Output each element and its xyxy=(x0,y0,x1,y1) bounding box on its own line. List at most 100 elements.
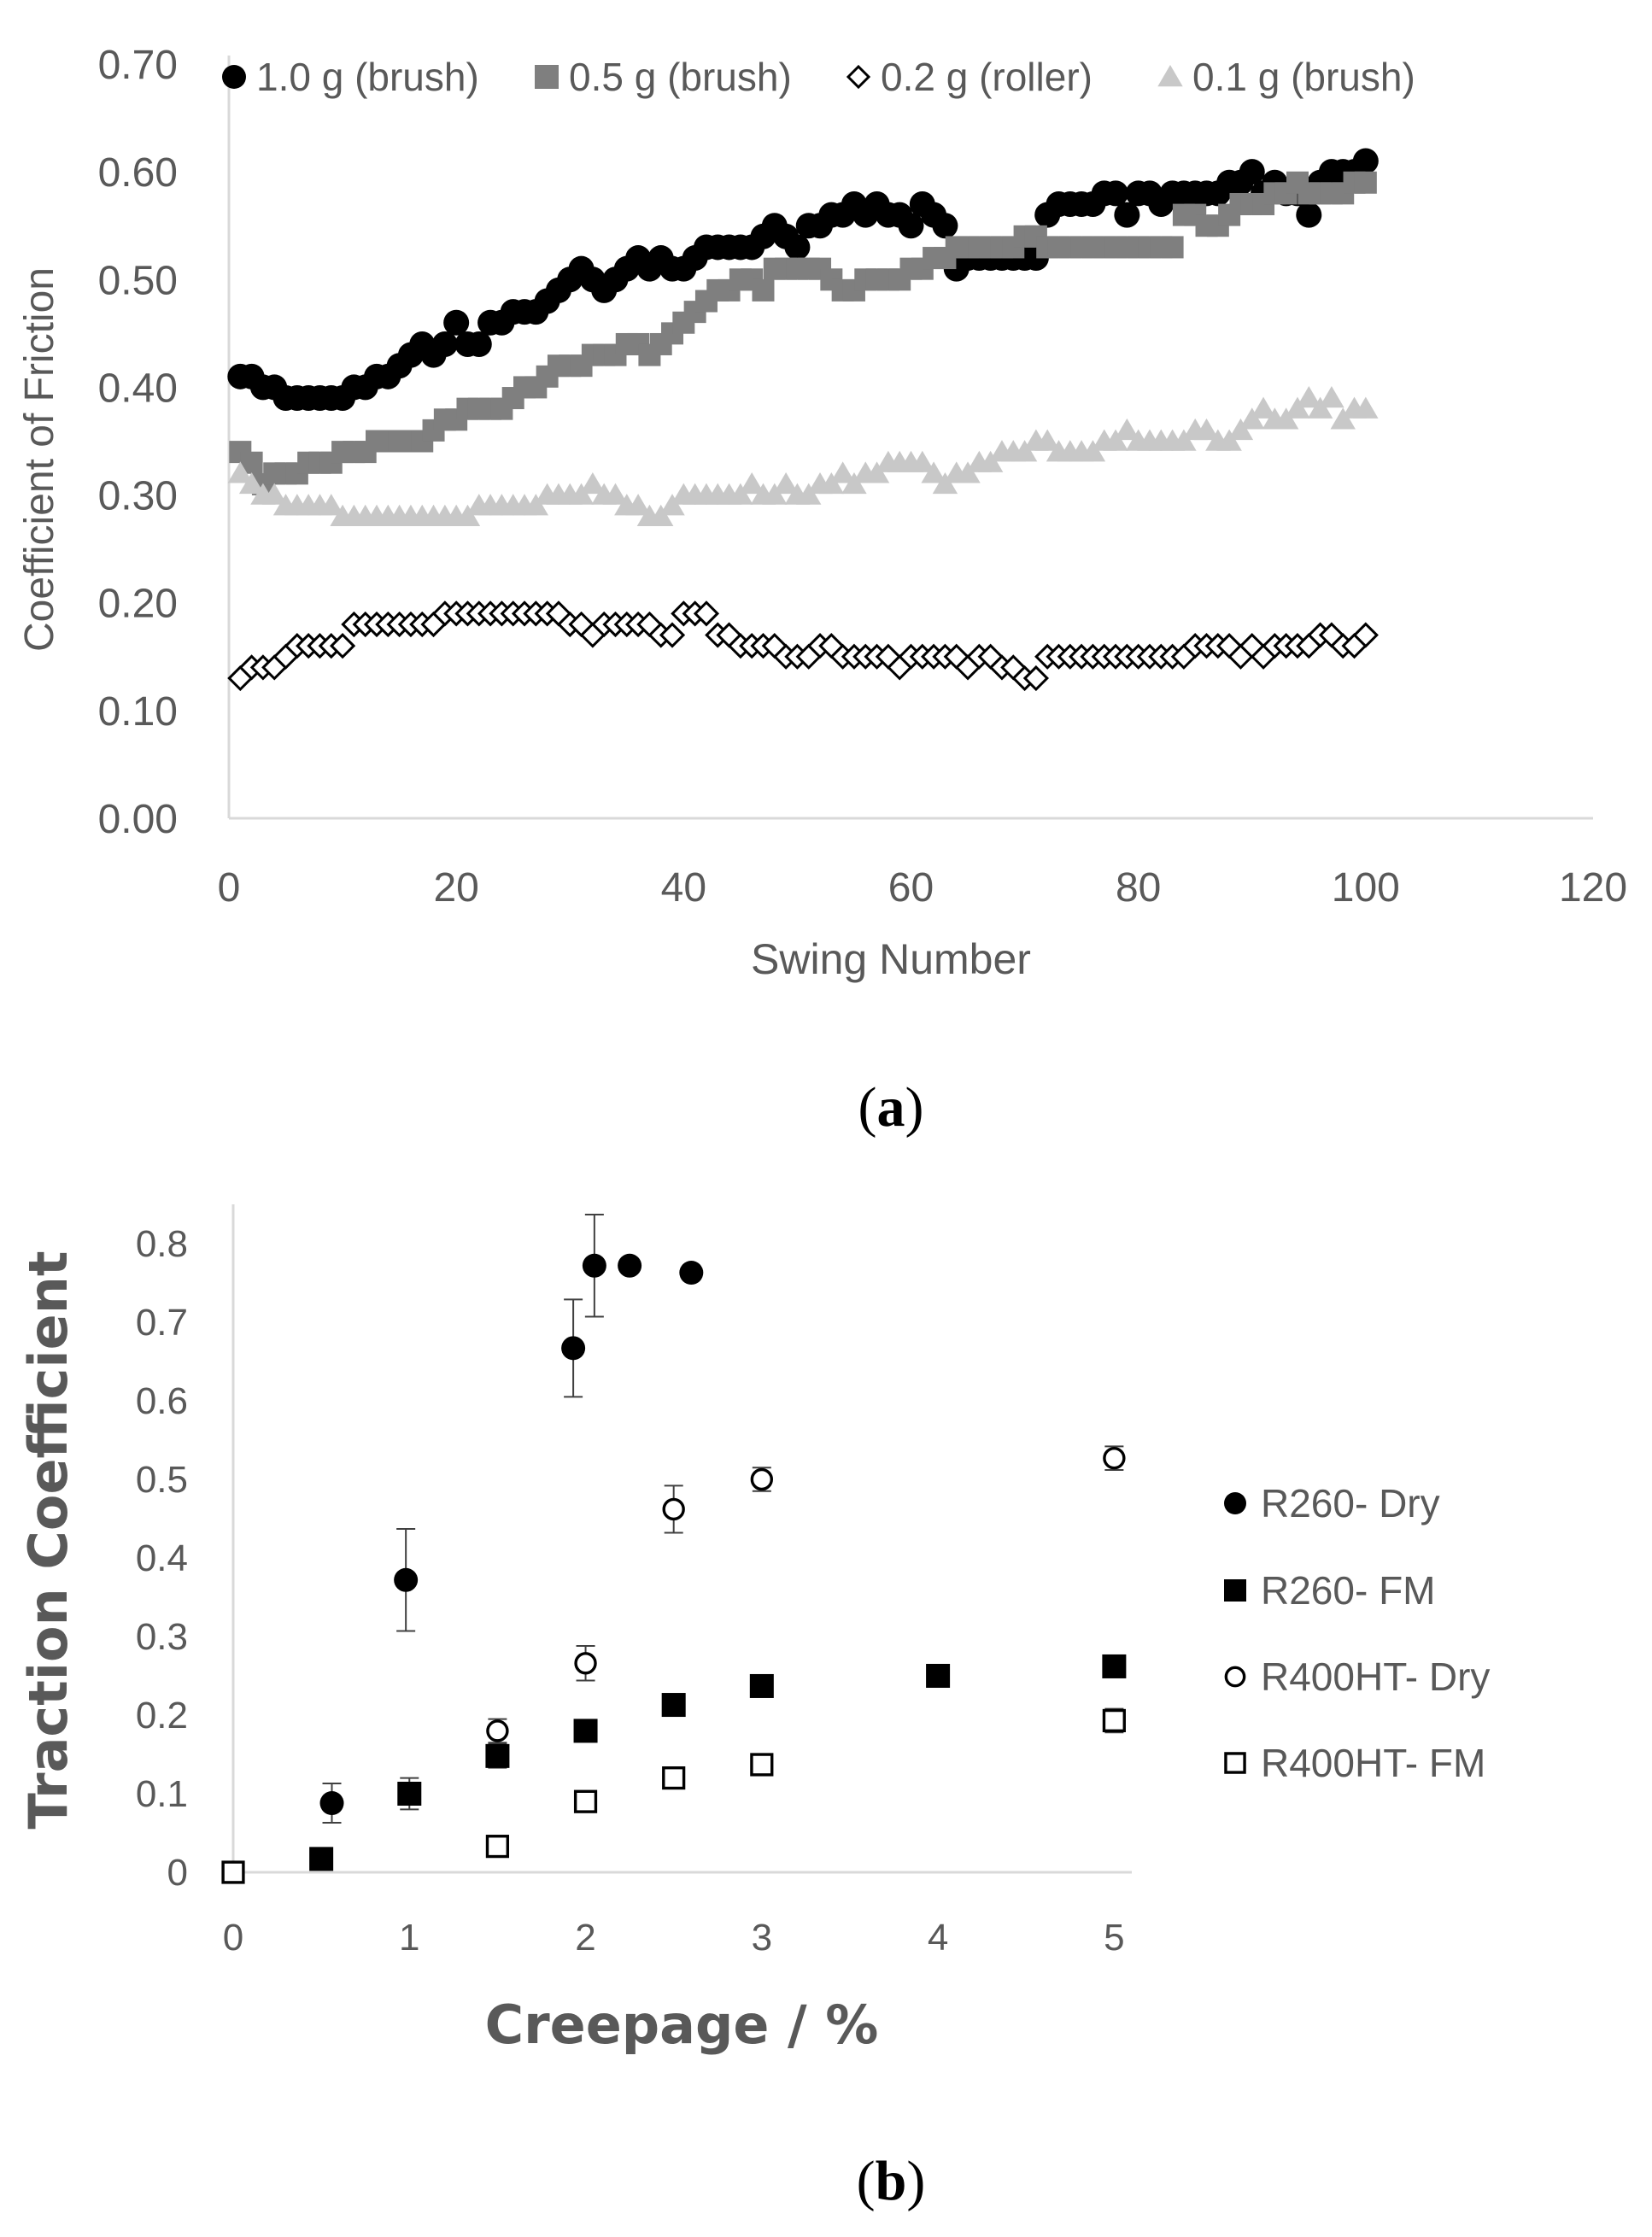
chart-b-point xyxy=(561,1336,586,1361)
chart-a-point xyxy=(1307,396,1333,419)
chart-a-point xyxy=(1273,407,1299,430)
chart-a-point xyxy=(1296,386,1321,408)
chart-a-point xyxy=(773,471,799,495)
chart-a-point xyxy=(728,483,753,505)
chart-a-y-tick-label: 0.50 xyxy=(98,258,178,303)
chart-a-point xyxy=(568,483,595,505)
chart-a-point xyxy=(523,494,549,516)
chart-a-legend: 1.0 g (brush) 0.5 g (brush) 0.2 g (roller)… xyxy=(222,55,1415,99)
chart-b-point xyxy=(662,1497,685,1521)
chart-b-legend-entry: R260- FM xyxy=(1224,1568,1435,1613)
chart-a-point xyxy=(1296,202,1322,228)
chart-a-point xyxy=(1352,148,1379,174)
chart-a-point xyxy=(1239,407,1265,430)
chart-b-y-tick-label: 0.1 xyxy=(136,1773,188,1815)
chart-a-point xyxy=(1352,622,1379,648)
chart-a-point xyxy=(932,471,958,495)
chart-a-legend-entry: 0.5 g (brush) xyxy=(535,55,792,99)
chart-a-legend-marker xyxy=(222,65,246,89)
chart-b-point xyxy=(1102,1654,1127,1678)
chart-a-x-tick-label: 120 xyxy=(1559,865,1627,911)
chart-b-point xyxy=(1102,1708,1126,1733)
chart-b-point xyxy=(485,1835,510,1859)
chart-b-y-tick-label: 0.4 xyxy=(136,1537,188,1579)
chart-a-point xyxy=(829,461,856,483)
chart-a-point xyxy=(329,633,356,659)
chart-b-y-axis-title: Traction Coefficient xyxy=(17,1251,79,1830)
chart-a-legend-label: 0.2 g (roller) xyxy=(881,55,1093,99)
chart-b-y-tick-label: 0.7 xyxy=(136,1302,188,1344)
chart-a-point xyxy=(1353,396,1379,419)
chart-b-point xyxy=(574,1652,597,1675)
chart-a-point xyxy=(1022,665,1050,692)
chart-b-y-ticks: 0 0.1 0.2 0.3 0.4 0.5 0.6 0.7 0.8 xyxy=(136,1223,188,1894)
chart-a-point xyxy=(602,483,629,505)
chart-a-point xyxy=(625,494,651,516)
chart-a-point xyxy=(431,331,458,357)
chart-b-legend-entry: R260- Dry xyxy=(1224,1481,1440,1525)
chart-a-point xyxy=(1227,418,1254,441)
chart-b-point xyxy=(582,1253,606,1278)
chart-a-point xyxy=(932,213,958,239)
chart-b-caption: (b) xyxy=(857,2150,926,2212)
chart-a-point xyxy=(1193,418,1220,441)
chart-a-point xyxy=(443,309,470,336)
chart-a-point xyxy=(762,483,788,505)
chart-a-point xyxy=(659,494,685,516)
chart-b-x-tick-label: 1 xyxy=(399,1917,419,1959)
chart-a-point xyxy=(1161,236,1184,259)
chart-a-point xyxy=(1034,429,1060,451)
chart-a-point xyxy=(784,234,811,261)
chart-b-legend-entry: R400HT- Dry xyxy=(1224,1654,1490,1699)
chart-a-y-tick-label: 0.40 xyxy=(98,366,178,411)
chart-a-y-ticks: 0.00 0.10 0.20 0.30 0.40 0.50 0.60 0.70 xyxy=(98,43,178,842)
chart-a-point xyxy=(227,461,254,483)
chart-a-y-tick-label: 0.60 xyxy=(98,150,178,196)
chart-a-caption-letter: a xyxy=(877,1076,905,1139)
chart-b-caption-letter: b xyxy=(876,2150,907,2212)
chart-b-legend-marker xyxy=(1224,1666,1246,1688)
chart-a-y-axis-title: Coefficient of Friction xyxy=(17,267,62,652)
chart-a-y-tick-label: 0.70 xyxy=(98,43,178,88)
chart-b-x-tick-label: 2 xyxy=(575,1917,595,1959)
chart-b-series xyxy=(221,1213,1127,1884)
chart-b-point xyxy=(662,1766,686,1790)
chart-b-point xyxy=(750,1467,774,1491)
chart-a-point xyxy=(1114,418,1140,441)
chart-a-y-tick-label: 0.30 xyxy=(98,474,178,519)
chart-a-x-tick-label: 0 xyxy=(218,865,241,911)
chart-a-series-2 xyxy=(229,171,1377,495)
chart-a-y-tick-label: 0.20 xyxy=(98,582,178,627)
chart-a-x-tick-label: 100 xyxy=(1332,865,1400,911)
chart-a-legend-label: 1.0 g (brush) xyxy=(256,55,479,99)
chart-b-y-tick-label: 0.8 xyxy=(136,1223,188,1265)
chart-b-x-tick-label: 0 xyxy=(223,1917,243,1959)
chart-a-point xyxy=(1319,386,1344,408)
chart-b-y-tick-label: 0 xyxy=(167,1852,188,1894)
chart-a-point xyxy=(796,483,822,505)
chart-b-point xyxy=(926,1664,951,1688)
chart-b-x-tick-label: 5 xyxy=(1104,1917,1124,1959)
chart-a-legend-label: 0.5 g (brush) xyxy=(569,55,792,99)
chart-b-legend: R260- Dry R260- FM R400HT- Dry R400HT- FM xyxy=(1224,1481,1490,1785)
chart-b-legend-label: R400HT- FM xyxy=(1261,1741,1485,1785)
chart-b-point xyxy=(1103,1446,1126,1470)
chart-a-point xyxy=(1216,429,1242,451)
chart-b-point xyxy=(394,1567,419,1592)
chart-b-y-tick-label: 0.5 xyxy=(136,1459,188,1501)
chart-a-point xyxy=(1171,429,1197,451)
chart-b-x-ticks: 0 1 2 3 4 5 xyxy=(223,1917,1125,1959)
chart-a-legend-entry: 0.1 g (brush) xyxy=(1157,55,1415,99)
chart-a-series xyxy=(227,148,1379,692)
chart-b-series-1 xyxy=(319,1213,704,1824)
chart-a-point xyxy=(693,600,720,627)
chart-a-y-tick-label: 0.00 xyxy=(98,797,178,842)
chart-b-point xyxy=(679,1261,704,1285)
chart-a-point xyxy=(910,450,935,472)
chart-a-point xyxy=(1080,440,1106,462)
chart-b-series-4 xyxy=(221,1707,1126,1884)
chart-b-series-2 xyxy=(309,1654,1127,1871)
chart-b-point xyxy=(749,1673,774,1698)
chart-b-point xyxy=(661,1693,686,1718)
